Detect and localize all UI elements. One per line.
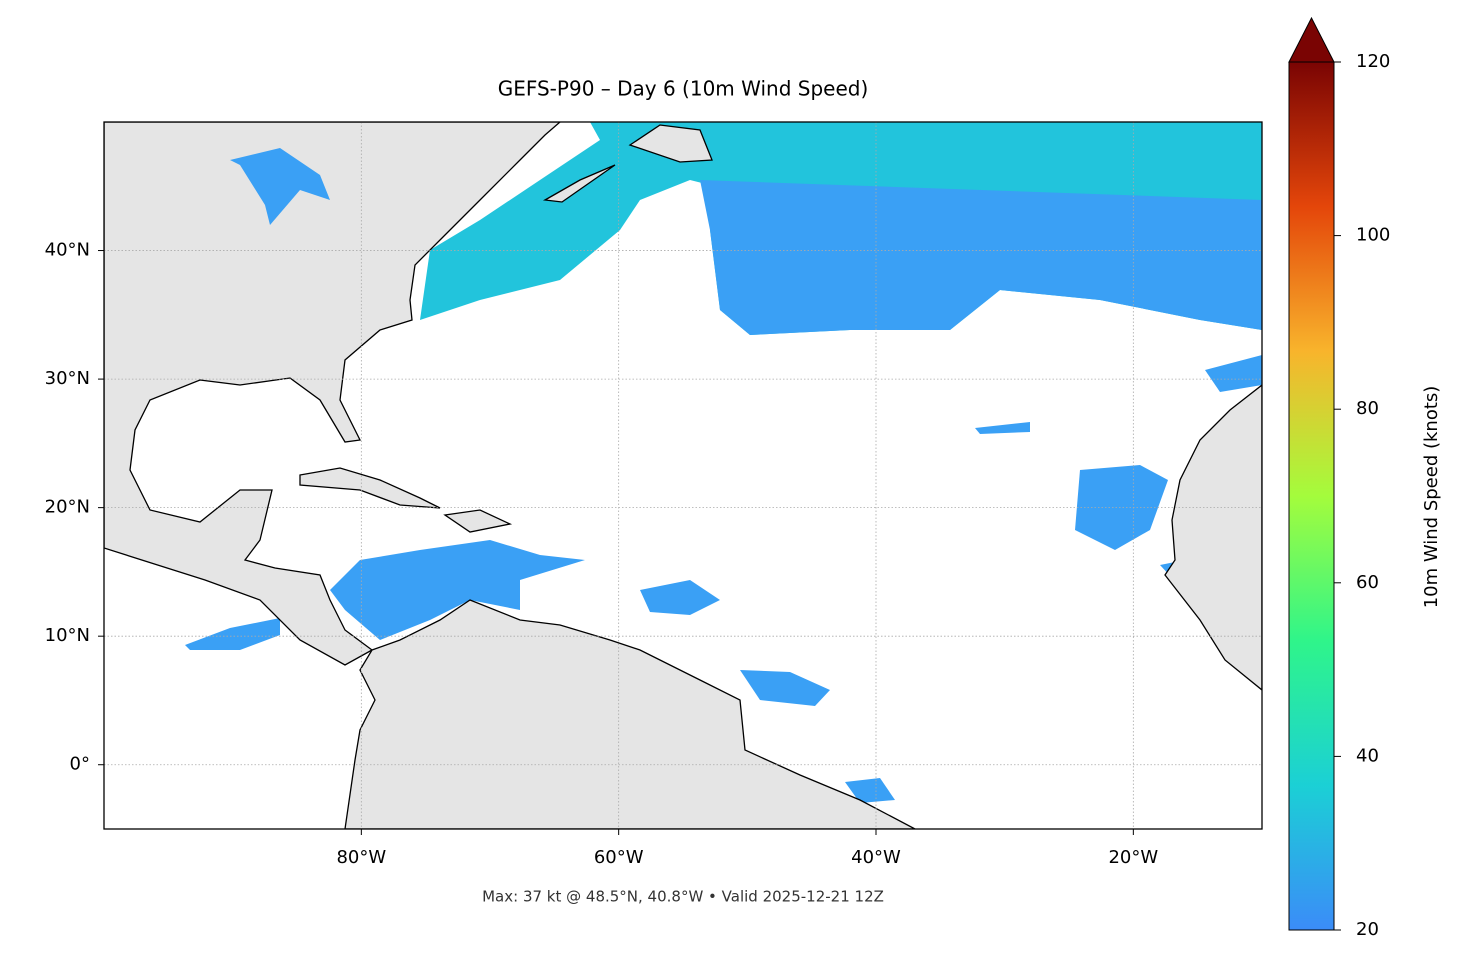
- wind-field: [1205, 355, 1262, 392]
- hispaniola: [443, 509, 513, 533]
- wind-field: [640, 580, 720, 615]
- south-america: [344, 599, 916, 829]
- africa: [1164, 384, 1262, 691]
- north-america: [104, 122, 561, 666]
- y-tick-label: 10°N: [45, 625, 90, 646]
- wind-field: [845, 778, 895, 803]
- wind-field: [700, 180, 1262, 335]
- grid: [104, 122, 1262, 829]
- colorbar-tick-label: 120: [1356, 51, 1390, 72]
- wind-field: [330, 540, 585, 640]
- y-tick-label: 40°N: [45, 240, 90, 261]
- chart-title: GEFS-P90 – Day 6 (10m Wind Speed): [498, 77, 869, 101]
- colorbar-tick-label: 60: [1356, 572, 1379, 593]
- colorbar-tick-label: 100: [1356, 225, 1390, 246]
- y-tick-label: 20°N: [45, 497, 90, 518]
- colorbar-label: 10m Wind Speed (knots): [1421, 386, 1442, 609]
- plot-frame: [103, 121, 1263, 830]
- wind-field: [740, 670, 830, 706]
- colorbar-tick-label: 20: [1356, 919, 1379, 940]
- colorbar-extension: [1288, 16, 1335, 63]
- newfoundland: [628, 124, 713, 163]
- map-layers: [104, 122, 1262, 829]
- x-tick-label: 40°W: [851, 847, 901, 868]
- colorbar-tick-label: 80: [1356, 398, 1379, 419]
- colorbar: [1288, 61, 1335, 931]
- colorbar-tick-label: 40: [1356, 745, 1379, 766]
- wind-field: [1075, 465, 1168, 550]
- nova-scotia: [542, 164, 616, 203]
- x-tick-label: 20°W: [1108, 847, 1158, 868]
- wind-field: [185, 618, 280, 650]
- great-lakes: [230, 148, 330, 225]
- x-tick-label: 80°W: [336, 847, 386, 868]
- wind-field: [975, 422, 1030, 434]
- x-tick-label: 60°W: [594, 847, 644, 868]
- y-tick-label: 30°N: [45, 368, 90, 389]
- footnote: Max: 37 kt @ 48.5°N, 40.8°W • Valid 2025…: [482, 888, 884, 906]
- y-tick-label: 0°: [70, 754, 90, 775]
